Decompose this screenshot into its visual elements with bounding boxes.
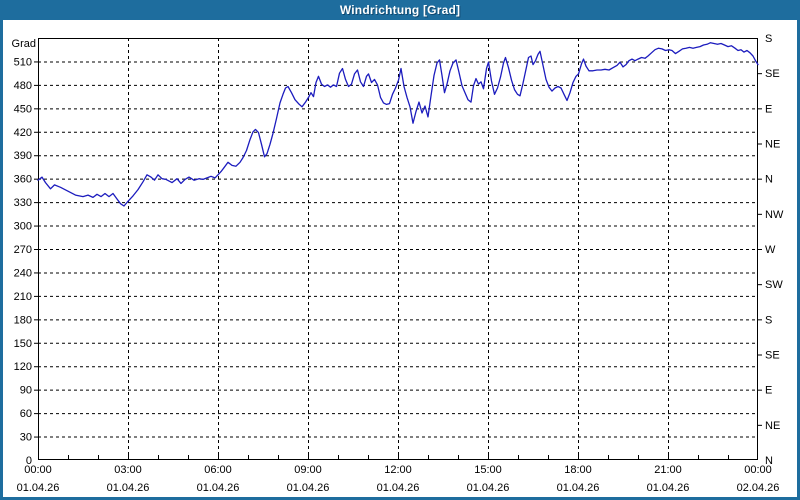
window-title: Windrichtung [Grad] bbox=[339, 3, 461, 17]
svg-text:390: 390 bbox=[14, 150, 32, 162]
svg-text:330: 330 bbox=[14, 197, 32, 209]
y-axis-left-labels: 0 30 60 90 120 150 180 210 240 270 300 330 360 390 420… bbox=[12, 38, 36, 467]
svg-text:NW: NW bbox=[765, 209, 784, 221]
x-tick-time: 21:00 bbox=[654, 464, 682, 476]
x-tick-time: 03:00 bbox=[114, 464, 142, 476]
svg-text:150: 150 bbox=[14, 338, 32, 350]
x-tick-time: 15:00 bbox=[474, 464, 502, 476]
svg-text:0: 0 bbox=[26, 455, 32, 467]
svg-text:SE: SE bbox=[765, 68, 780, 80]
x-tick-date: 01.04.26 bbox=[107, 482, 150, 494]
svg-text:NE: NE bbox=[765, 420, 780, 432]
x-tick-date: 01.04.26 bbox=[647, 482, 690, 494]
x-tick-time: 06:00 bbox=[204, 464, 232, 476]
svg-text:270: 270 bbox=[14, 244, 32, 256]
tick-marks bbox=[34, 61, 762, 460]
svg-text:450: 450 bbox=[14, 103, 32, 115]
x-tick-time: 12:00 bbox=[384, 464, 412, 476]
svg-text:240: 240 bbox=[14, 267, 32, 279]
svg-text:S: S bbox=[765, 33, 772, 45]
svg-text:360: 360 bbox=[14, 174, 32, 186]
svg-text:S: S bbox=[765, 314, 772, 326]
x-axis-labels: 00:00 01.04.26 03:00 01.04.26 06:00 01.04.26 0… bbox=[17, 464, 780, 494]
svg-text:E: E bbox=[765, 385, 772, 397]
x-tick-date: 01.04.26 bbox=[197, 482, 240, 494]
svg-text:N: N bbox=[765, 174, 773, 186]
title-bar: Windrichtung [Grad] bbox=[0, 0, 800, 20]
x-tick-time: 00:00 bbox=[24, 464, 52, 476]
x-tick-date: 01.04.26 bbox=[377, 482, 420, 494]
svg-text:SW: SW bbox=[765, 279, 783, 291]
plot-border bbox=[38, 38, 758, 460]
x-tick-date: 02.04.26 bbox=[737, 482, 780, 494]
svg-text:510: 510 bbox=[14, 56, 32, 68]
svg-text:480: 480 bbox=[14, 80, 32, 92]
x-tick-time: 00:00 bbox=[744, 464, 772, 476]
svg-text:SE: SE bbox=[765, 350, 780, 362]
svg-text:90: 90 bbox=[20, 385, 32, 397]
svg-text:300: 300 bbox=[14, 221, 32, 233]
x-tick-date: 01.04.26 bbox=[287, 482, 330, 494]
svg-text:W: W bbox=[765, 244, 776, 256]
svg-text:420: 420 bbox=[14, 127, 32, 139]
svg-text:30: 30 bbox=[20, 432, 32, 444]
x-tick-date: 01.04.26 bbox=[17, 482, 60, 494]
svg-text:60: 60 bbox=[20, 408, 32, 420]
gridlines bbox=[38, 38, 758, 460]
svg-text:NE: NE bbox=[765, 139, 780, 151]
svg-text:120: 120 bbox=[14, 361, 32, 373]
svg-text:E: E bbox=[765, 103, 772, 115]
x-tick-date: 01.04.26 bbox=[557, 482, 600, 494]
x-tick-time: 18:00 bbox=[564, 464, 592, 476]
x-tick-time: 09:00 bbox=[294, 464, 322, 476]
y-axis-unit-label: Grad bbox=[12, 38, 36, 50]
svg-text:180: 180 bbox=[14, 314, 32, 326]
series-line-windrichtung bbox=[37, 42, 759, 207]
svg-text:N: N bbox=[765, 455, 773, 467]
y-axis-right-labels: N NE E SE S SW W NW N NE E SE S bbox=[765, 33, 784, 467]
x-tick-date: 01.04.26 bbox=[467, 482, 510, 494]
svg-text:210: 210 bbox=[14, 291, 32, 303]
